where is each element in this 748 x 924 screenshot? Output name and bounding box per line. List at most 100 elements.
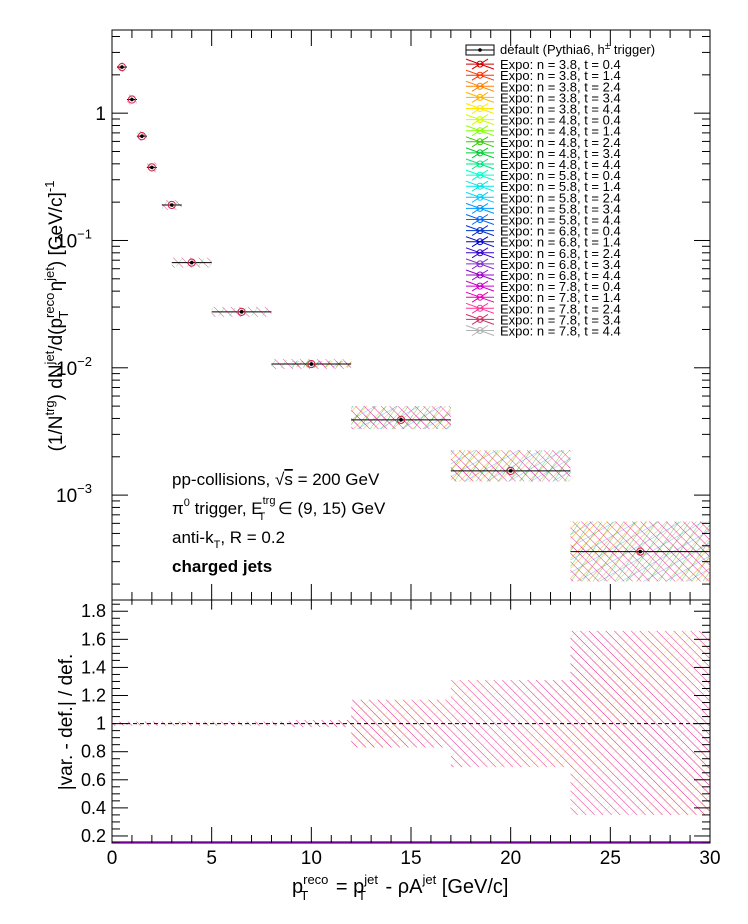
legend-entry-16-marker xyxy=(476,238,484,246)
legend-entry-19-label: Expo: n = 6.8, t = 4.4 xyxy=(500,268,621,283)
spectrum-point-0 xyxy=(120,65,124,69)
spectrum-point-4 xyxy=(170,203,174,207)
spectrum-point-variation-9 xyxy=(506,466,515,475)
ratio-y-tick-label-3: 0.8 xyxy=(81,742,106,762)
spectrum-point-variation-7 xyxy=(307,359,316,369)
legend-entry-23-marker xyxy=(476,315,484,323)
legend-entry-3-marker xyxy=(476,93,484,101)
spectrum-point-variation-10 xyxy=(636,547,645,556)
legend-entry-12-label: Expo: n = 5.8, t = 2.4 xyxy=(500,190,621,205)
ratio-y-tick-label-7: 1.6 xyxy=(81,629,106,649)
legend-entry-22-label: Expo: n = 7.8, t = 2.4 xyxy=(500,301,621,316)
legend-entry-11-marker xyxy=(476,182,484,190)
annotation-charged-jets: charged jets xyxy=(172,557,272,576)
legend-entry-6-marker xyxy=(476,127,484,135)
spectrum-y-tick-label-3: 10−3 xyxy=(56,481,92,507)
ratio-y-tick-label-1: 0.4 xyxy=(81,798,106,818)
spectrum-y-axis-label: (1/Ntrg) dNjet/d(precoT ηjet) [GeV/c]-1 xyxy=(42,181,71,452)
legend-entry-2-label: Expo: n = 3.8, t = 2.4 xyxy=(500,79,621,94)
legend-entry-8-label: Expo: n = 4.8, t = 3.4 xyxy=(500,146,621,161)
legend-entry-23-label: Expo: n = 7.8, t = 3.4 xyxy=(500,312,621,327)
annotation-jet-algorithm: anti-kT, R = 0.2 xyxy=(172,528,285,551)
legend-entry-18-label: Expo: n = 6.8, t = 3.4 xyxy=(500,257,621,272)
spectrum-point-7 xyxy=(309,362,314,366)
spectrum-point-9 xyxy=(508,469,513,473)
spectrum-y-tick-label-1: 10−1 xyxy=(56,226,92,252)
legend-entry-22-marker xyxy=(476,304,484,312)
legend-entry-15-label: Expo: n = 6.8, t = 0.4 xyxy=(500,224,621,239)
spectrum-y-axis: 1 10−1 10−2 10−3 xyxy=(56,36,710,585)
legend-entry-10-label: Expo: n = 5.8, t = 0.4 xyxy=(500,168,621,183)
legend-entry-21-label: Expo: n = 7.8, t = 1.4 xyxy=(500,290,621,305)
spectrum-point-variation-8 xyxy=(396,415,406,424)
ratio-band-orange-4 xyxy=(570,630,710,815)
legend-entry-7-marker xyxy=(476,138,484,146)
spectrum-point-variation-4 xyxy=(167,200,176,210)
legend-entry-4-label: Expo: n = 3.8, t = 4.4 xyxy=(500,102,621,117)
legend-entry-11-label: Expo: n = 5.8, t = 1.4 xyxy=(500,179,621,194)
legend-entry-default-label: default (Pythia6, h± trigger) xyxy=(500,41,655,57)
legend-entry-4-marker xyxy=(476,105,484,112)
legend-entry-14-label: Expo: n = 5.8, t = 4.4 xyxy=(500,213,621,228)
legend-entry-21-marker xyxy=(476,293,484,301)
spectrum-point-3 xyxy=(150,165,154,170)
legend-entry-default-marker xyxy=(478,48,482,52)
ratio-y-tick-label-2: 0.6 xyxy=(81,770,106,790)
x-tick-label-3: 15 xyxy=(400,848,421,869)
x-axis-label: preco T = pjet T - ρAjet [GeV/c] xyxy=(292,872,508,903)
ratio-band-orange-3 xyxy=(450,680,571,768)
spectrum-y-tick-label-0: 1 xyxy=(95,104,106,125)
legend-entry-2-marker xyxy=(476,82,484,90)
x-tick-label-4: 20 xyxy=(500,848,521,869)
legend-entry-10-marker xyxy=(476,171,484,179)
legend-entry-17-label: Expo: n = 6.8, t = 2.4 xyxy=(500,246,621,261)
legend-entry-1-label: Expo: n = 3.8, t = 1.4 xyxy=(500,68,621,83)
legend-entry-14-marker xyxy=(476,216,484,223)
spectrum-point-variation-3 xyxy=(147,163,156,172)
spectrum-point-5 xyxy=(189,260,194,265)
x-tick-label-5: 25 xyxy=(600,848,621,869)
spectrum-point-10 xyxy=(638,549,643,554)
legend-entry-17-marker xyxy=(476,249,484,257)
legend-entry-13-marker xyxy=(476,204,484,212)
spectrum-y-tick-label-2: 10−2 xyxy=(56,354,92,380)
legend: default (Pythia6, h± trigger) Expo: n = 3… xyxy=(465,41,655,339)
spectrum-point-1 xyxy=(130,97,134,102)
annotation-collisions: pp-collisions, √s = 200 GeV xyxy=(172,470,380,489)
legend-entry-6-label: Expo: n = 4.8, t = 1.4 xyxy=(500,124,621,139)
spectrum-point-variation-5 xyxy=(187,258,196,267)
legend-entry-7-label: Expo: n = 4.8, t = 2.4 xyxy=(500,135,621,150)
legend-entry-18-marker xyxy=(476,260,484,268)
spectrum-point-variation-2 xyxy=(137,132,146,141)
legend-entry-13-label: Expo: n = 5.8, t = 3.4 xyxy=(500,201,621,216)
ratio-y-axis: 0.2 0.4 0.6 0.8 1 1.2 1.4 1.6 1.8 xyxy=(81,601,710,846)
ratio-y-tick-label-0: 0.2 xyxy=(81,826,106,846)
spectrum-syst-band-2-layer-3 xyxy=(450,450,571,482)
ratio-y-tick-label-8: 1.8 xyxy=(81,601,106,621)
ratio-band-orange-1 xyxy=(291,720,352,728)
ratio-bands xyxy=(112,630,710,843)
legend-entry-19-marker xyxy=(476,271,484,279)
annotation-trigger: π0 trigger, Etrg T ∈ (9, 15) GeV xyxy=(172,495,386,523)
spectrum-point-2 xyxy=(140,134,144,138)
ratio-band-orange-0 xyxy=(112,721,292,726)
spectrum-point-variation-1 xyxy=(127,95,137,104)
legend-entry-5-marker xyxy=(476,116,484,124)
spectrum-point-6 xyxy=(239,310,244,314)
legend-entry-9-label: Expo: n = 4.8, t = 4.4 xyxy=(500,157,621,172)
x-tick-label-2: 10 xyxy=(301,848,322,869)
ratio-y-axis-label: |var. - def.| / def. xyxy=(56,654,77,791)
ratio-y-tick-label-5: 1.2 xyxy=(81,686,106,706)
legend-entry-20-marker xyxy=(476,282,484,290)
spectrum-point-variation-6 xyxy=(237,307,246,316)
legend-entry-20-label: Expo: n = 7.8, t = 0.4 xyxy=(500,279,621,294)
spectrum-point-8 xyxy=(399,418,403,422)
ratio-y-tick-label-4: 1 xyxy=(96,714,106,734)
x-tick-label-6: 30 xyxy=(699,848,720,869)
spectrum-points xyxy=(116,62,710,557)
legend-entry-24-marker xyxy=(476,327,484,334)
legend-entry-15-marker xyxy=(476,227,484,235)
legend-entry-9-marker xyxy=(476,160,484,168)
legend-entry-5-label: Expo: n = 4.8, t = 0.4 xyxy=(500,113,621,128)
